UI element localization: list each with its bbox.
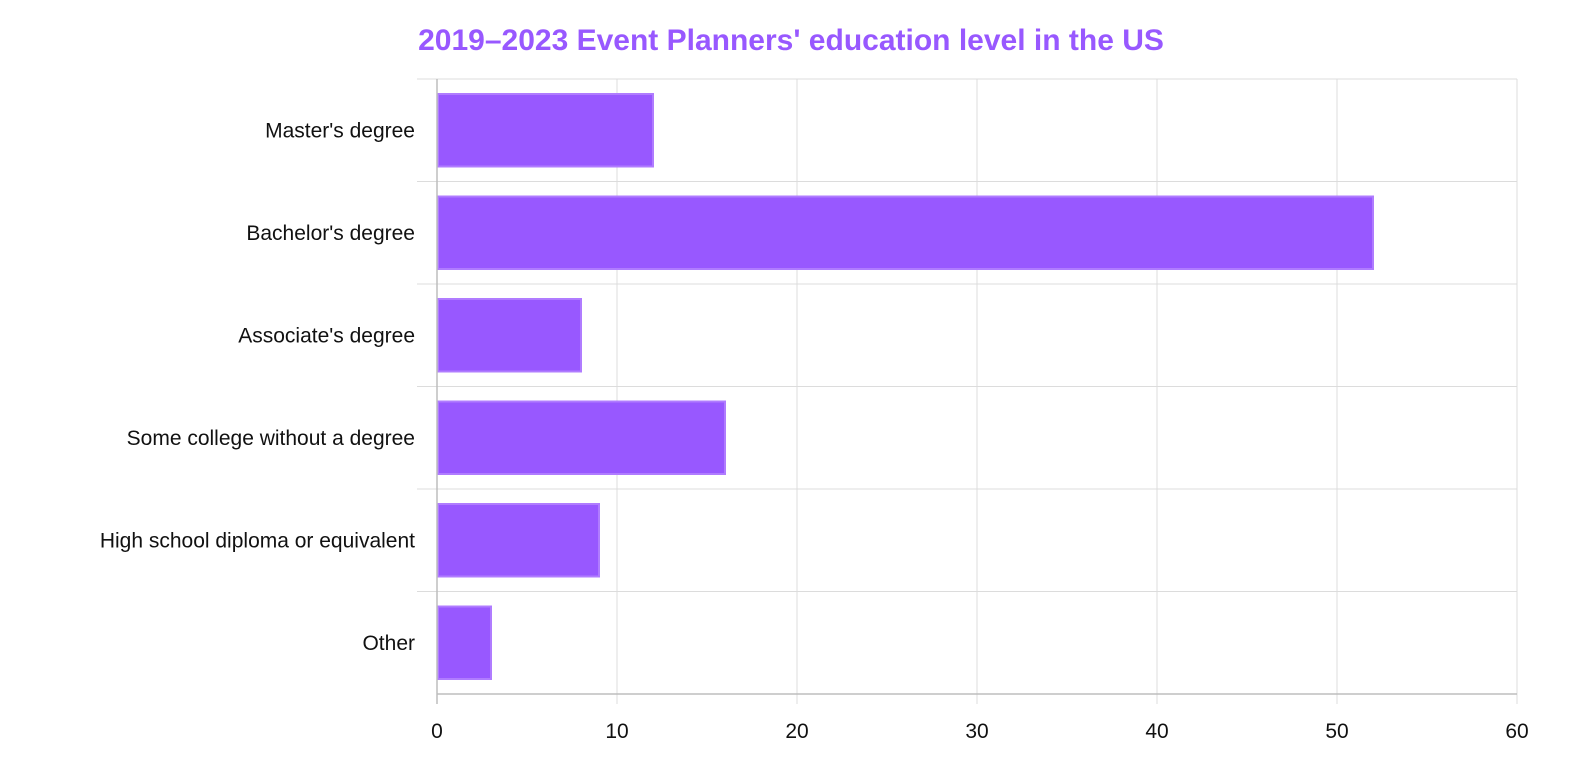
y-category-label: Associate's degree — [238, 324, 415, 347]
bar — [437, 298, 582, 373]
y-category-label: High school diploma or equivalent — [100, 529, 415, 552]
y-category-label: Bachelor's degree — [246, 222, 415, 245]
bars — [437, 93, 1374, 680]
y-category-label: Master's degree — [265, 119, 415, 142]
chart-title: 2019–2023 Event Planners' education leve… — [418, 24, 1164, 57]
x-tick-label: 0 — [431, 720, 443, 743]
bar — [437, 503, 600, 578]
x-tick-label: 40 — [1145, 720, 1168, 743]
y-category-label: Other — [362, 632, 415, 655]
bar — [437, 400, 726, 475]
bar — [437, 93, 654, 168]
x-tick-label: 20 — [785, 720, 808, 743]
x-tick-label: 50 — [1325, 720, 1348, 743]
grid — [417, 78, 1518, 704]
y-category-label: Some college without a degree — [127, 427, 415, 450]
x-tick-label: 10 — [605, 720, 628, 743]
bar — [437, 605, 492, 680]
x-tick-label: 60 — [1505, 720, 1528, 743]
x-tick-label: 30 — [965, 720, 988, 743]
labels: 0 10 20 30 40 50 60 Master's degree Bachelor's d… — [100, 119, 1529, 743]
axes — [436, 79, 1517, 704]
bar — [437, 195, 1374, 270]
